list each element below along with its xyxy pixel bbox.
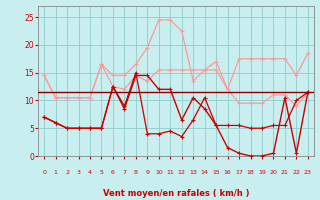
X-axis label: Vent moyen/en rafales ( km/h ): Vent moyen/en rafales ( km/h ) bbox=[103, 189, 249, 198]
